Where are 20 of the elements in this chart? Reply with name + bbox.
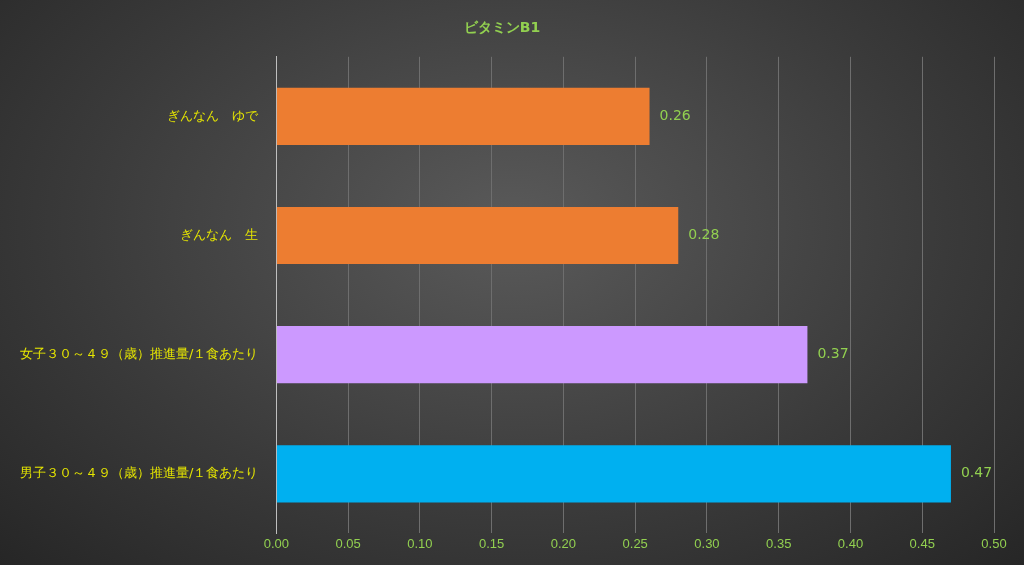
data-label: 0.26	[659, 107, 691, 124]
chart-title: ビタミンB1	[463, 19, 541, 36]
data-label: 0.47	[960, 464, 993, 481]
x-tick-label: 0.35	[766, 535, 792, 551]
y-tick-label: 女子３０～４９（歳）推進量/１食あたり	[19, 346, 259, 362]
y-tick-label: 男子３０～４９（歳）推進量/１食あたり	[19, 465, 259, 481]
y-tick-label: ぎんなん ゆで	[167, 107, 260, 123]
x-tick-label: 0.10	[407, 535, 433, 551]
x-tick-label: 0.00	[263, 535, 290, 551]
data-label: 0.28	[688, 226, 720, 243]
data-label: 0.37	[817, 345, 849, 362]
x-tick-label: 0.20	[550, 535, 577, 551]
x-tick-label: 0.05	[335, 535, 361, 551]
x-tick-label: 0.50	[981, 535, 1007, 551]
x-tick-label: 0.45	[909, 535, 935, 551]
x-tick-label: 0.30	[694, 535, 720, 551]
x-tick-label: 0.25	[622, 535, 648, 551]
x-tick-label: 0.40	[837, 535, 864, 551]
y-tick-label: ぎんなん 生	[180, 226, 259, 242]
x-tick-label: 0.15	[479, 535, 505, 551]
